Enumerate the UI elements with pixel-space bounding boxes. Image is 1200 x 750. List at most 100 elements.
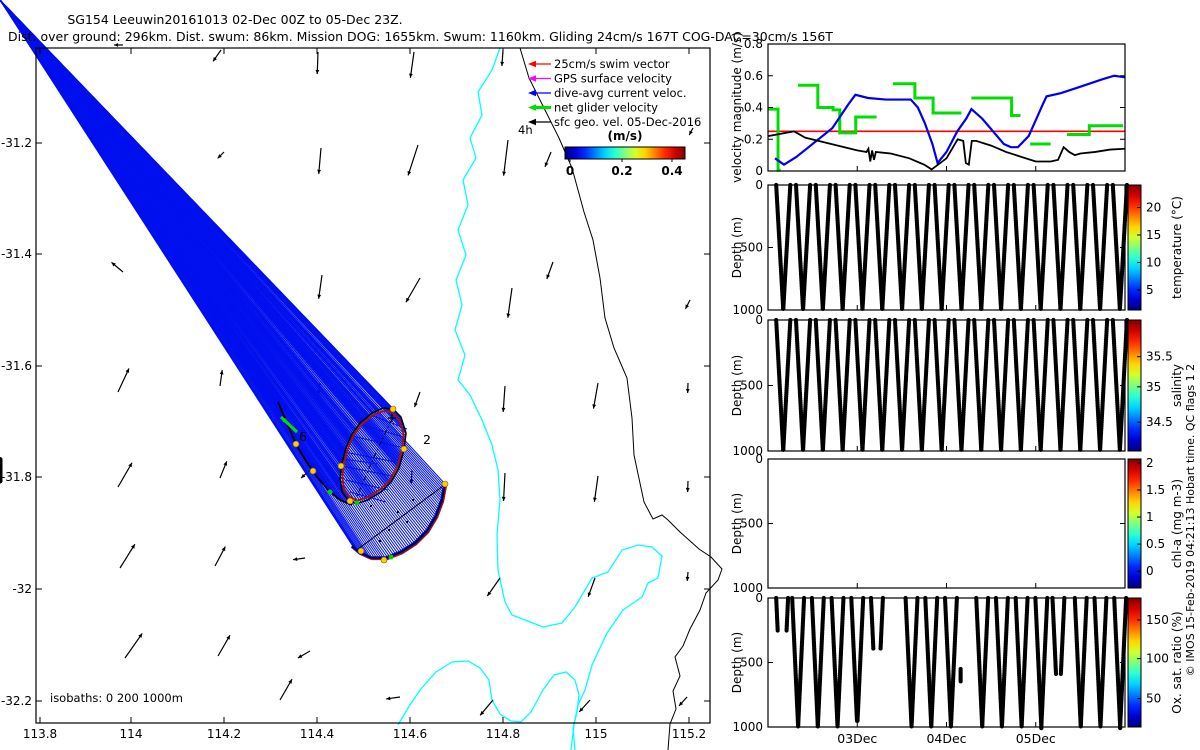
chla-colorbar-tick: 0 — [1146, 564, 1154, 578]
chla-colorbar-title: chl-a (mg m-3) — [1170, 479, 1184, 568]
map-lon-tick: 114.2 — [207, 727, 241, 741]
temperature-colorbar — [1127, 184, 1142, 311]
chla-ylabel: Depth (m) — [730, 493, 744, 554]
coastline — [519, 47, 723, 750]
chla-colorbar-tick: 2 — [1146, 456, 1154, 470]
temperature-colorbar-title: temperature (°C) — [1170, 196, 1184, 299]
oxygen-colorbar-tick: 50 — [1146, 692, 1161, 706]
surfacing-marker — [380, 556, 388, 564]
legend-item-label: sfc geo. vel. 05-Dec-2016 — [554, 115, 701, 129]
chla-colorbar-tick: 0.5 — [1146, 537, 1165, 551]
surfacing-marker — [389, 405, 397, 413]
isobath-note: isobaths: 0 200 1000m — [50, 691, 183, 705]
oxygen-colorbar-title: Ox. sat. ratio (%) — [1170, 611, 1184, 713]
salinity-ylabel: Depth (m) — [730, 355, 744, 416]
map-lon-tick: 114.6 — [393, 727, 427, 741]
oxygen-colorbar-tick: 100 — [1146, 652, 1169, 666]
map-lat-tick: -31.2 — [1, 136, 32, 150]
velocity-panel: 0.8 0.6 0.4 0.2 0 velocity magnitude (m/s) — [730, 32, 1126, 183]
credit-text: © IMOS 15-Feb-2019 04:21:13 Hobart time.… — [1183, 363, 1197, 677]
date-tick-label: 03Dec — [837, 731, 877, 746]
map-colorbar-tick: 0.2 — [611, 164, 632, 178]
chla-panel: 0 500 1000 Depth (m) 2 1.5 1 0.5 0 chl-a (mg m-3) — [0, 452, 1184, 595]
map-lon-tick: 115 — [585, 727, 608, 741]
velocity-ytick: 0 — [755, 164, 763, 178]
chla-ytick: 500 — [740, 517, 763, 531]
surfacing-marker — [346, 497, 354, 505]
temperature-colorbar-tick: 15 — [1146, 228, 1161, 242]
chla-colorbar-tick: 1 — [1146, 510, 1154, 524]
legend-item-label: net glider velocity — [554, 101, 658, 115]
temperature-colorbar-tick: 20 — [1146, 201, 1161, 215]
surfacing-marker — [309, 467, 317, 475]
map-lon-tick: 114.4 — [300, 727, 334, 741]
legend-time-note: 4h — [518, 123, 533, 137]
velocity-ytick: 0.8 — [744, 37, 763, 51]
gps-fix-marker — [388, 554, 394, 560]
map-lat-tick: -32.2 — [1, 694, 32, 708]
isobath-200m — [397, 47, 663, 750]
surfacing-marker — [292, 440, 300, 448]
figure-subtitle: Dist. over ground: 296km. Dist. swum: 86… — [8, 29, 833, 44]
temperature-colorbar-tick: 10 — [1146, 256, 1161, 270]
map-lat-tick: -31.6 — [1, 359, 32, 373]
surfacing-marker — [337, 462, 345, 470]
chla-ytick: 0 — [755, 452, 763, 466]
temperature-ytick: 1000 — [732, 303, 763, 317]
surfacing-marker — [357, 547, 365, 555]
temperature-ylabel: Depth (m) — [730, 217, 744, 278]
salinity-colorbar-tick: 34.5 — [1146, 415, 1173, 429]
chla-ytick: 1000 — [732, 581, 763, 595]
temperature-ytick: 0 — [755, 178, 763, 192]
map-lat-tick: -31.8 — [1, 470, 32, 484]
map-lon-tick: 113.8 — [23, 727, 57, 741]
coastline-path — [519, 47, 723, 750]
svg-text:2: 2 — [423, 432, 431, 447]
dive-avg-current-vectors — [0, 0, 446, 559]
oxygen-colorbar-tick: 150 — [1146, 613, 1169, 627]
surfacing-marker — [400, 445, 408, 453]
map-colorbar — [564, 146, 686, 160]
svg-text:6: 6 — [299, 429, 307, 444]
salinity-ytick: 0 — [755, 313, 763, 327]
salinity-panel: 0 500 1000 Depth (m) 35.5 35 34.5 salinity — [730, 313, 1184, 458]
temperature-panel: 0 500 1000 Depth (m) 20 15 10 5 temperature (°C) — [730, 178, 1184, 317]
date-tick-label: 05Dec — [1016, 731, 1056, 746]
date-tick-label: 04Dec — [926, 731, 966, 746]
salinity-ytick: 500 — [740, 379, 763, 393]
gps-fix-marker — [327, 489, 333, 495]
map-lon-tick: 115.2 — [672, 727, 706, 741]
salinity-colorbar-title: salinity — [1170, 364, 1184, 407]
oxygen-panel: 0 500 1000 03Dec 04Dec 05Dec Depth (m) 150 100 50… — [730, 591, 1184, 746]
velocity-series-line — [767, 130, 1126, 171]
oxygen-ytick: 1000 — [732, 720, 763, 734]
gps-fix-marker — [354, 500, 360, 506]
velocity-ytick: 0.2 — [744, 132, 763, 146]
velocity-ylabel: velocity magnitude (m/s) — [730, 32, 744, 183]
geostrophic-quiver — [106, 43, 694, 716]
figure-title: SG154 Leeuwin20161013 02-Dec 00Z to 05-D… — [67, 12, 403, 27]
oxygen-ytick: 0 — [755, 591, 763, 605]
isobath-path — [454, 47, 663, 750]
temperature-colorbar-tick: 5 — [1146, 283, 1154, 297]
oxygen-colorbar — [1127, 597, 1142, 728]
oxygen-ylabel: Depth (m) — [730, 632, 744, 693]
isobath-path — [397, 660, 580, 750]
map-frame: 113.8 114 114.2 114.4 114.6 114.8 115 115.2 -31.… — [1, 47, 711, 741]
legend-item-label: GPS surface velocity — [554, 72, 672, 86]
surfacing-marker — [441, 480, 449, 488]
salinity-colorbar — [1127, 319, 1142, 452]
map-colorbar-title: (m/s) — [607, 129, 643, 143]
velocity-series-line — [774, 74, 1126, 166]
salinity-colorbar-tick: 35.5 — [1146, 350, 1173, 364]
salinity-colorbar-tick: 35 — [1146, 380, 1161, 394]
legend-item-label: dive-avg current veloc. — [554, 86, 687, 100]
map-lat-tick: -32 — [12, 582, 32, 596]
legend-item-label: 25cm/s swim vector — [554, 57, 670, 71]
glider-track — [0, 0, 449, 564]
oxygen-ytick: 500 — [740, 656, 763, 670]
